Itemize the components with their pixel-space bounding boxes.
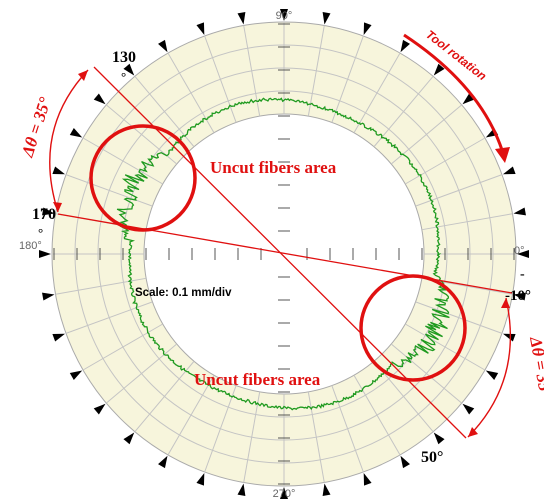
grid-spoke: [243, 391, 261, 483]
tick-triangle: [158, 455, 168, 469]
tick-triangle: [93, 93, 106, 105]
angle-label-180: 180°: [19, 240, 42, 252]
grid-spoke: [373, 75, 434, 148]
tick-triangle: [42, 292, 55, 301]
grid-spoke: [105, 343, 178, 404]
grid-spoke: [307, 391, 325, 483]
grid-spoke: [331, 35, 364, 123]
uncut-fibers-label-bottom: Uncut fibers area: [194, 370, 321, 389]
uncut-area-circle-bottom-right: [359, 274, 467, 382]
angle-label-130-degree: °: [121, 69, 126, 84]
grid-spoke: [390, 343, 463, 404]
tick-triangle: [462, 403, 475, 415]
angle-label-minus-50-dash: -: [436, 429, 441, 444]
tick-triangle: [123, 432, 135, 445]
grid-spoke: [65, 174, 153, 207]
uncut-area-circle-top-left: [89, 124, 197, 232]
tick-triangle: [363, 22, 372, 36]
grid-spoke: [134, 75, 195, 148]
tick-triangle: [52, 166, 66, 175]
tick-triangle: [237, 12, 246, 25]
tool-rotation-arrowhead: [495, 147, 510, 163]
tick-triangle: [237, 483, 246, 496]
scale-label: Scale: 0.1 mm/div: [135, 287, 232, 299]
grid-spoke: [82, 323, 164, 371]
grid-spoke: [55, 277, 147, 295]
angle-label-170: 170: [32, 206, 56, 223]
grid-spoke: [204, 385, 237, 473]
grid-spoke: [204, 35, 237, 123]
polar-grid: [51, 21, 517, 487]
grid-spoke: [415, 301, 503, 334]
grid-spoke: [307, 25, 325, 117]
axis-ticks: [53, 23, 515, 485]
angle-label-270: 270°: [273, 488, 296, 500]
delta-arc-right-arrow-bottom: [468, 427, 478, 437]
grid-spoke: [134, 360, 195, 433]
angle-label-0: 0°: [514, 245, 525, 257]
tick-triangle: [196, 22, 205, 36]
grid-spoke: [167, 374, 215, 456]
tick-triangle: [123, 63, 135, 76]
tick-triangle: [42, 207, 55, 216]
tick-triangle: [502, 166, 516, 175]
tick-triangle: [485, 370, 499, 380]
tick-triangle: [39, 250, 51, 258]
delta-theta-label-right: Δθ = 35°: [526, 334, 544, 399]
tick-triangle: [513, 207, 526, 216]
tick-triangle: [69, 128, 83, 138]
tick-triangle: [52, 333, 66, 342]
grid-spoke: [415, 174, 503, 207]
delta-arc-left-arrow-top: [78, 70, 88, 81]
tool-rotation-arrow: [403, 33, 504, 151]
outer-tick-markers: [39, 9, 529, 499]
angle-label-90: 90°: [276, 10, 293, 22]
tick-triangle: [69, 370, 83, 380]
tick-triangle: [196, 472, 205, 486]
tick-triangle: [502, 333, 516, 342]
angle-label-minus-50: 50°: [421, 449, 443, 466]
grid-spoke: [331, 385, 364, 473]
delta-arc-right-arrow-top: [501, 298, 510, 308]
delta-arc-left: [49, 69, 89, 213]
delta-theta-label-left: Δθ = 35°: [17, 95, 54, 160]
tick-triangle: [280, 487, 288, 499]
delta-arc-right: [467, 297, 512, 438]
tick-triangle: [363, 472, 372, 486]
delta-arc-left-arrow-bottom: [53, 202, 62, 212]
tick-triangle: [322, 12, 331, 25]
grid-spoke: [353, 374, 401, 456]
polar-band: [52, 22, 516, 486]
grid-spoke: [82, 137, 164, 185]
tick-triangle: [93, 403, 106, 415]
grid-ring: [143, 113, 425, 395]
uncut-fibers-label-top: Uncut fibers area: [210, 158, 337, 177]
tick-triangle: [322, 483, 331, 496]
tick-triangle: [433, 63, 445, 76]
measured-profile-trace: [116, 97, 450, 411]
tick-triangle: [433, 432, 445, 445]
tick-triangle: [513, 292, 526, 301]
tick-triangle: [517, 250, 529, 258]
tick-triangle: [280, 9, 288, 21]
grid-spoke: [404, 137, 486, 185]
tick-triangle: [400, 39, 410, 53]
tick-triangle: [400, 455, 410, 469]
grid-spoke: [404, 323, 486, 371]
angle-label-170-degree: °: [38, 225, 43, 240]
grid-spoke: [65, 301, 153, 334]
tick-triangle: [158, 39, 168, 53]
angle-label-minus-10-dash: -: [520, 267, 525, 282]
angle-label-130: 130: [112, 49, 136, 66]
grid-spoke: [353, 52, 401, 134]
angle-label-minus-10: -10°: [505, 288, 531, 304]
